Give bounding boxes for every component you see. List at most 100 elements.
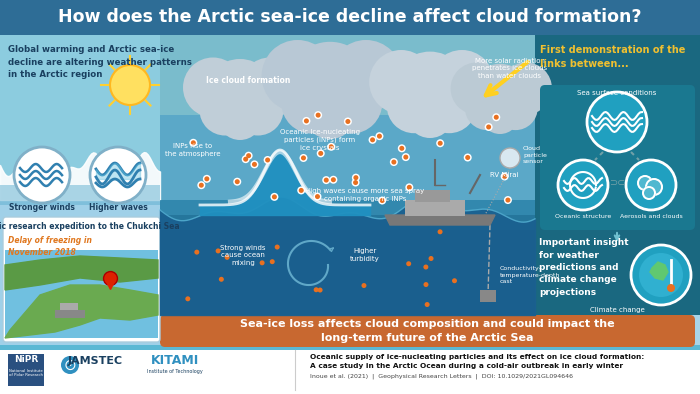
Text: Important insight
for weather
predictions and
climate change
projections: Important insight for weather prediction… (539, 238, 629, 297)
Circle shape (391, 160, 396, 165)
Text: ⊃⊂: ⊃⊂ (609, 178, 625, 188)
Circle shape (500, 173, 509, 180)
Polygon shape (385, 215, 495, 225)
Circle shape (314, 111, 322, 119)
Circle shape (232, 84, 284, 136)
Circle shape (281, 72, 342, 134)
Circle shape (558, 160, 608, 210)
Bar (405, 200, 465, 216)
Circle shape (300, 154, 307, 162)
Circle shape (330, 40, 402, 112)
Circle shape (260, 260, 265, 265)
Text: Sea surface conditions: Sea surface conditions (578, 90, 657, 96)
Circle shape (303, 85, 357, 139)
Circle shape (287, 42, 373, 128)
Circle shape (191, 140, 196, 145)
Text: Global warming and Arctic sea-ice
decline are altering weather patterns
in the A: Global warming and Arctic sea-ice declin… (8, 45, 192, 79)
Circle shape (480, 95, 519, 134)
Bar (0, 345, 700, 350)
Bar (480, 290, 496, 302)
Bar (160, 35, 535, 115)
Circle shape (377, 134, 382, 139)
Circle shape (314, 287, 318, 292)
Circle shape (302, 117, 310, 125)
Circle shape (329, 144, 334, 149)
Circle shape (645, 178, 663, 196)
Circle shape (428, 256, 433, 261)
Circle shape (438, 141, 442, 146)
Circle shape (639, 177, 651, 189)
Text: Climate change: Climate change (589, 307, 645, 313)
Text: How does the Arctic sea-ice decline affect cloud formation?: How does the Arctic sea-ice decline affe… (58, 8, 642, 26)
Circle shape (422, 79, 477, 133)
Bar (535, 35, 700, 315)
Circle shape (494, 115, 499, 120)
Circle shape (424, 264, 428, 269)
Circle shape (436, 139, 445, 147)
Circle shape (403, 154, 408, 160)
Circle shape (318, 151, 323, 156)
Circle shape (406, 261, 411, 266)
Circle shape (225, 255, 230, 260)
Bar (0, 35, 160, 345)
Circle shape (352, 174, 360, 182)
Circle shape (251, 160, 258, 168)
Circle shape (398, 144, 406, 152)
Text: RV Mirai: RV Mirai (490, 172, 519, 178)
Circle shape (322, 176, 330, 184)
FancyBboxPatch shape (3, 217, 160, 342)
Circle shape (452, 278, 457, 283)
Circle shape (265, 158, 270, 162)
Circle shape (451, 63, 503, 115)
FancyArrowPatch shape (486, 62, 528, 95)
Circle shape (299, 188, 304, 193)
Circle shape (391, 52, 468, 128)
Circle shape (406, 90, 454, 138)
Circle shape (642, 186, 656, 200)
Circle shape (219, 277, 224, 282)
Circle shape (246, 153, 251, 158)
Circle shape (330, 176, 337, 184)
Circle shape (486, 125, 491, 130)
Circle shape (425, 302, 430, 307)
Text: Oceanic supply of ice-nucleating particles and its effect on ice cloud formation: Oceanic supply of ice-nucleating particl… (310, 354, 644, 360)
Bar (60, 303, 78, 310)
Circle shape (494, 86, 538, 130)
Circle shape (314, 193, 321, 201)
Circle shape (272, 194, 277, 199)
Circle shape (492, 113, 500, 121)
Bar (0, 185, 160, 205)
Text: Higher waves: Higher waves (89, 203, 148, 212)
Text: Delay of freezing in
November 2018: Delay of freezing in November 2018 (8, 236, 92, 257)
Circle shape (218, 95, 262, 140)
Text: KITAMI: KITAMI (151, 355, 199, 368)
Circle shape (241, 155, 250, 163)
Circle shape (203, 175, 211, 183)
Circle shape (463, 154, 472, 162)
Text: Stronger winds: Stronger winds (9, 203, 75, 212)
Circle shape (504, 196, 512, 204)
Polygon shape (5, 256, 158, 290)
Bar (0, 345, 700, 394)
Circle shape (645, 178, 663, 196)
Circle shape (369, 136, 377, 144)
Circle shape (233, 178, 242, 186)
Circle shape (199, 84, 251, 136)
Circle shape (387, 79, 441, 133)
Circle shape (637, 175, 653, 191)
Circle shape (244, 152, 253, 160)
Circle shape (90, 147, 146, 203)
Polygon shape (5, 285, 158, 338)
Circle shape (331, 177, 336, 182)
Circle shape (298, 186, 305, 194)
Circle shape (270, 259, 275, 264)
Circle shape (369, 50, 433, 114)
Circle shape (270, 193, 279, 201)
Circle shape (378, 197, 386, 204)
Circle shape (500, 148, 520, 168)
Circle shape (301, 156, 306, 160)
Circle shape (642, 186, 656, 200)
Circle shape (318, 288, 323, 292)
Circle shape (304, 119, 309, 123)
Polygon shape (650, 262, 668, 280)
